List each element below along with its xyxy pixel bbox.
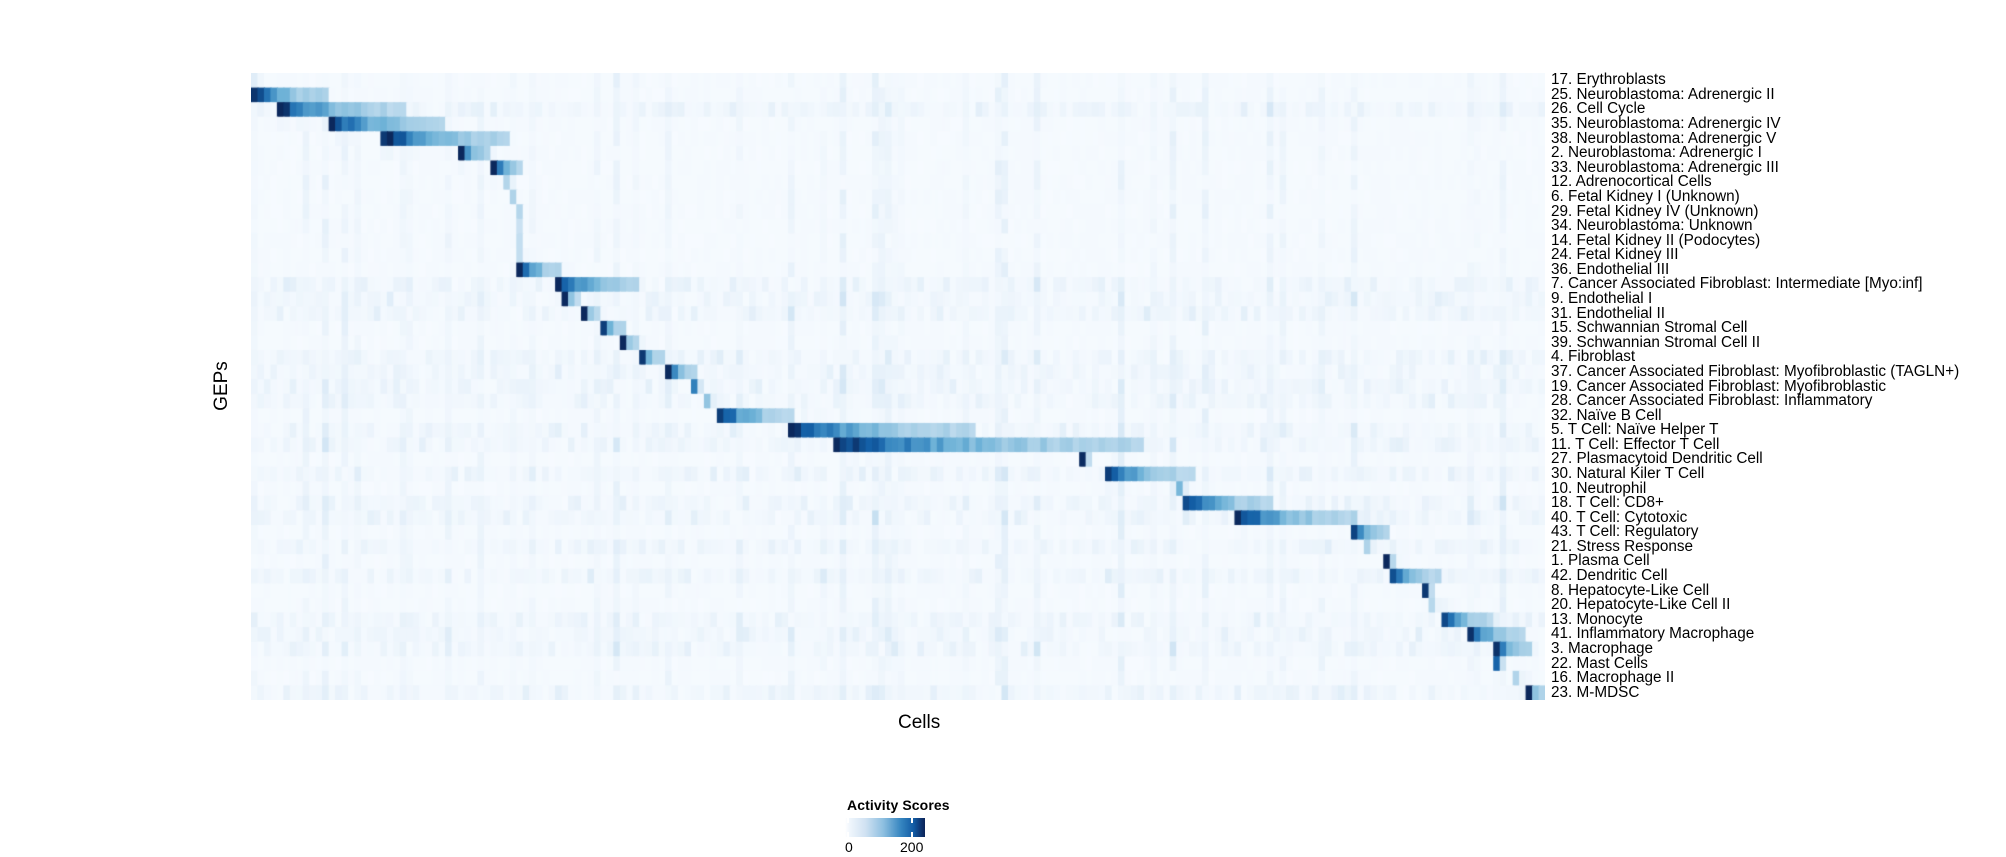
colorbar-gradient — [845, 818, 925, 837]
gep-row-label: 41. Inflammatory Macrophage — [1551, 625, 1755, 643]
gep-row-label: 37. Cancer Associated Fibroblast: Myofib… — [1551, 362, 1960, 380]
gep-row-label: 21. Stress Response — [1551, 537, 1693, 555]
gep-row-label: 16. Macrophage II — [1551, 669, 1675, 687]
colorbar-tick-bottom — [847, 832, 849, 837]
gep-row-label: 6. Fetal Kidney I (Unknown) — [1551, 187, 1740, 205]
gep-row-label: 10. Neutrophil — [1551, 479, 1647, 497]
gep-row-label: 42. Dendritic Cell — [1551, 567, 1668, 585]
y-axis-label: GEPs — [211, 361, 232, 411]
gep-row-label: 24. Fetal Kidney III — [1551, 246, 1679, 264]
colorbar-tick-label-low: 0 — [845, 839, 853, 855]
gep-row-label: 9. Endothelial I — [1551, 290, 1653, 307]
gep-row-label: 1. Plasma Cell — [1551, 552, 1650, 570]
gep-row-label-list: 17. Erythroblasts 25. Neuroblastoma: Adre… — [1551, 71, 2001, 701]
gep-row-label: 30. Natural Kiler T Cell — [1551, 464, 1705, 482]
gep-row-label: 22. Mast Cells — [1551, 654, 1648, 672]
gep-row-label: 28. Cancer Associated Fibroblast: Inflam… — [1551, 392, 1873, 410]
gep-row-label: 3. Macrophage — [1551, 639, 1654, 657]
gep-row-label: 18. T Cell: CD8+ — [1551, 494, 1664, 512]
colorbar-tick-top — [847, 818, 849, 823]
gep-row-label: 36. Endothelial III — [1551, 260, 1670, 278]
colorbar-tick-top — [911, 818, 913, 823]
x-axis-label: Cells — [898, 712, 941, 733]
gep-row-label: 26. Cell Cycle — [1551, 100, 1646, 118]
gep-row-label: 19. Cancer Associated Fibroblast: Myofib… — [1551, 377, 1886, 395]
heatmap-canvas[interactable] — [251, 73, 1545, 700]
gep-row-label: 33. Neuroblastoma: Adrenergic III — [1551, 158, 1779, 176]
gep-row-label: 11. T Cell: Effector T Cell — [1551, 435, 1720, 453]
gep-row-label: 20. Hepatocyte-Like Cell II — [1551, 596, 1731, 614]
gep-row-label: 4. Fibroblast — [1551, 348, 1636, 366]
gep-row-label: 38. Neuroblastoma: Adrenergic V — [1551, 129, 1777, 147]
gep-row-label: 7. Cancer Associated Fibroblast: Interme… — [1551, 275, 1923, 293]
gep-row-label: 29. Fetal Kidney IV (Unknown) — [1551, 202, 1759, 220]
gep-row-label: 39. Schwannian Stromal Cell II — [1551, 333, 1761, 351]
gep-row-label: 17. Erythroblasts — [1551, 71, 1666, 89]
gep-row-label: 14. Fetal Kidney II (Podocytes) — [1551, 231, 1761, 249]
colorbar-legend: Activity Scores 0 200 — [845, 797, 1075, 857]
gep-row-label: 12. Adrenocortical Cells — [1551, 173, 1712, 191]
gep-row-label: 13. Monocyte — [1551, 610, 1643, 628]
gep-row-label: 27. Plasmacytoid Dendritic Cell — [1551, 450, 1763, 468]
heatmap-plot[interactable] — [251, 73, 1545, 700]
gep-row-label: 23. M-MDSC — [1551, 683, 1640, 701]
gep-row-label: 5. T Cell: Naïve Helper T — [1551, 421, 1719, 439]
colorbar-bar-holder — [845, 818, 925, 837]
gep-row-label: 40. T Cell: Cytotoxic — [1551, 508, 1688, 526]
gep-row-label: 31. Endothelial II — [1551, 304, 1665, 322]
gep-row-label: 8. Hepatocyte-Like Cell — [1551, 581, 1710, 599]
gep-row-label: 32. Naïve B Cell — [1551, 406, 1662, 424]
colorbar-tick-bottom — [911, 832, 913, 837]
gep-row-label: 15. Schwannian Stromal Cell — [1551, 319, 1748, 337]
colorbar-tick-label-high: 200 — [900, 839, 924, 855]
colorbar-tick-labels: 0 200 — [845, 839, 945, 857]
colorbar-title: Activity Scores — [847, 797, 950, 813]
gep-row-label: 25. Neuroblastoma: Adrenergic II — [1551, 85, 1775, 103]
gep-row-label: 34. Neuroblastoma: Unknown — [1551, 217, 1753, 235]
gep-row-label: 2. Neuroblastoma: Adrenergic I — [1551, 144, 1762, 162]
gep-row-label: 35. Neuroblastoma: Adrenergic IV — [1551, 115, 1781, 133]
gep-row-label: 43. T Cell: Regulatory — [1551, 523, 1699, 541]
